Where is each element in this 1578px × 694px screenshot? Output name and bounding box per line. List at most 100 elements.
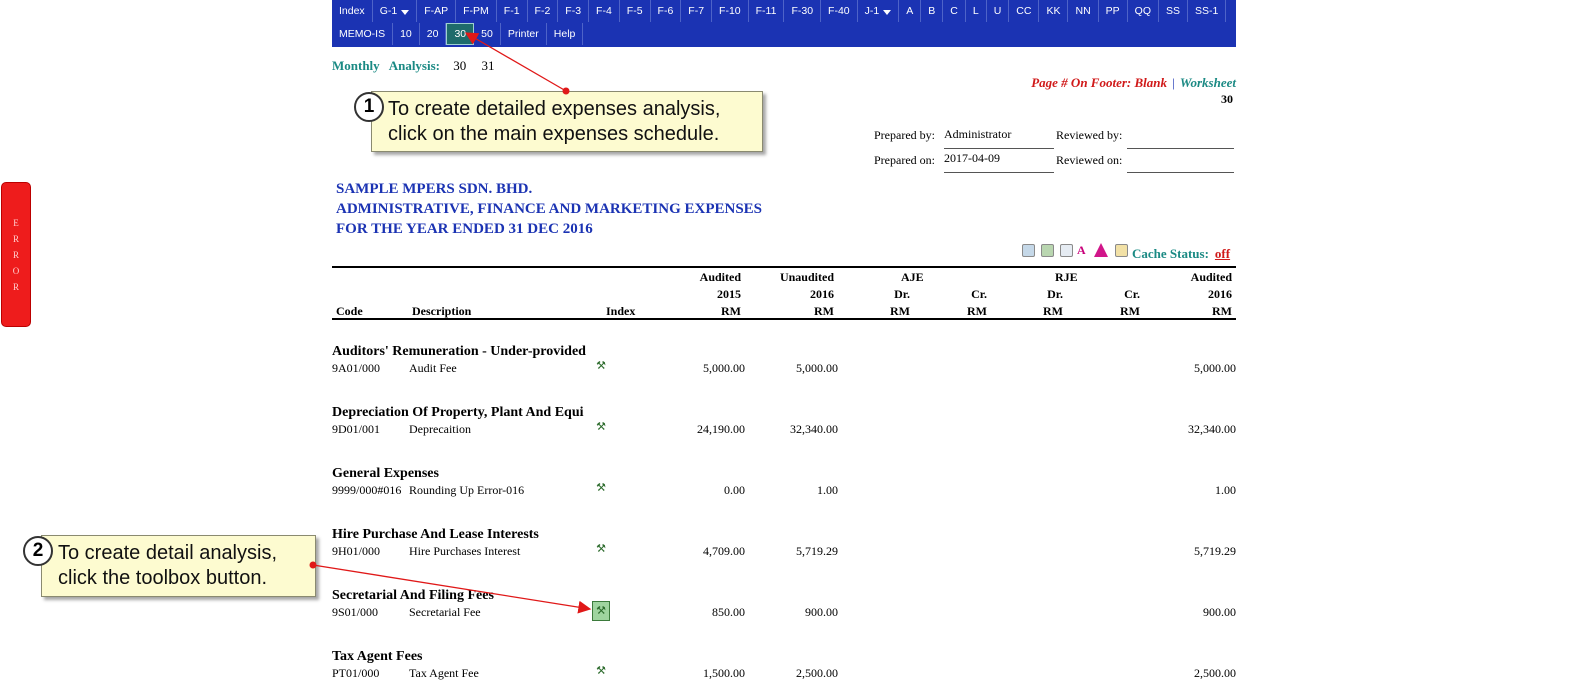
unaudited-2016-value: 1.00 [738, 483, 838, 498]
nav-item-label: G-1 [380, 4, 398, 19]
nav-tab-10[interactable]: 10 [393, 23, 420, 45]
audited-2015-value: 24,190.00 [645, 422, 745, 437]
nav-tab-a[interactable]: A [899, 0, 921, 22]
font-icon[interactable]: A [1077, 243, 1093, 258]
nav-tab-printer[interactable]: Printer [501, 23, 547, 45]
nav-tab-l[interactable]: L [966, 0, 987, 22]
toolbox-icon[interactable]: ⚒ [595, 665, 607, 677]
nav-tab-nn[interactable]: NN [1068, 0, 1098, 22]
reviewed-on-label: Reviewed on: [1056, 153, 1122, 168]
nav-tab-f-6[interactable]: F-6 [651, 0, 682, 22]
footer-note: Page # On Footer: Blank | Worksheet [1031, 75, 1236, 91]
nav-tab-50[interactable]: 50 [474, 23, 501, 45]
nav-row-secondary: MEMO-IS 10 20 30 50 Printer Help [332, 23, 583, 45]
nav-tab-u[interactable]: U [987, 0, 1010, 22]
nav-tab-kk[interactable]: KK [1039, 0, 1068, 22]
chart-icon[interactable] [1094, 243, 1108, 257]
col-header-audited-2016-l2: 2016 [1132, 287, 1232, 302]
toolbox-icon[interactable]: ⚒ [592, 601, 610, 621]
nav-tab-f-1[interactable]: F-1 [497, 0, 528, 22]
group-title[interactable]: Auditors' Remuneration - Under-provided [332, 344, 586, 360]
nav-item-label: MEMO-IS [339, 27, 385, 42]
audited-2015-value: 850.00 [645, 605, 745, 620]
group-title[interactable]: Depreciation Of Property, Plant And Equi [332, 405, 584, 421]
nav-tab-f-40[interactable]: F-40 [821, 0, 858, 22]
copy-icon[interactable] [1060, 244, 1073, 257]
nav-tab-c[interactable]: C [943, 0, 966, 22]
prepared-by-value[interactable]: Administrator [944, 127, 1054, 149]
nav-item-label: F-30 [791, 4, 813, 19]
nav-tab-b[interactable]: B [921, 0, 943, 22]
unaudited-2016-value: 32,340.00 [738, 422, 838, 437]
nav-tab-f-7[interactable]: F-7 [681, 0, 712, 22]
col-header-description: Description [412, 304, 471, 319]
reviewed-by-value[interactable] [1127, 127, 1234, 149]
nav-tab-index[interactable]: Index [332, 0, 373, 22]
worksheet-link[interactable]: Worksheet [1180, 75, 1236, 90]
col-header-aje: AJE [901, 270, 924, 285]
nav-row-primary: Index G-1 F-AP F-PM F-1 F-2 F-3 F-4 F-5 F-6 F-7 F-1… [332, 0, 1226, 22]
account-description: Secretarial Fee [409, 605, 481, 620]
nav-item-label: B [928, 4, 935, 19]
nav-item-label: A [906, 4, 913, 19]
nav-tab-f-2[interactable]: F-2 [528, 0, 559, 22]
group-title[interactable]: Hire Purchase And Lease Interests [332, 527, 539, 543]
nav-tab-f-ap[interactable]: F-AP [417, 0, 456, 22]
account-description: Audit Fee [409, 361, 457, 376]
col-header-audited-2015-l1: Audited [641, 270, 741, 285]
nav-tab-f-11[interactable]: F-11 [749, 0, 785, 22]
toolbox-icon[interactable]: ⚒ [595, 421, 607, 433]
audited-2015-value: 5,000.00 [645, 361, 745, 376]
callout-1: To create detailed expenses analysis, cl… [371, 91, 763, 152]
toolbox-icon[interactable]: ⚒ [595, 482, 607, 494]
nav-tab-memo-is[interactable]: MEMO-IS [332, 23, 393, 45]
nav-tab-pp[interactable]: PP [1099, 0, 1128, 22]
prepared-by-label: Prepared by: [874, 128, 935, 143]
nav-item-label: 20 [427, 27, 439, 42]
schedule-title[interactable]: ADMINISTRATIVE, FINANCE AND MARKETING EX… [336, 201, 762, 218]
nav-item-label: PP [1106, 4, 1120, 19]
nav-tab-20[interactable]: 20 [420, 23, 447, 45]
note-icon[interactable] [1115, 244, 1128, 257]
account-code: 9999/000#016 [332, 483, 401, 498]
print-icon[interactable] [1022, 244, 1035, 257]
error-letter: R [13, 250, 19, 260]
prepared-on-value[interactable]: 2017-04-09 [944, 151, 1054, 173]
monthly-link-30[interactable]: 30 [453, 58, 466, 73]
callout-2-line-1: To create detail analysis, [58, 541, 277, 565]
nav-tab-cc[interactable]: CC [1009, 0, 1039, 22]
toolbox-icon[interactable]: ⚒ [595, 543, 607, 555]
nav-item-label: F-5 [627, 4, 643, 19]
group-title[interactable]: General Expenses [332, 466, 439, 482]
col-header-rje: RJE [1055, 270, 1078, 285]
nav-tab-g-1[interactable]: G-1 [373, 0, 418, 22]
nav-item-label: F-7 [688, 4, 704, 19]
audited-2015-value: 1,500.00 [645, 666, 745, 681]
group-title[interactable]: Secretarial And Filing Fees [332, 588, 494, 604]
page-footer-setting[interactable]: Page # On Footer: Blank [1031, 75, 1167, 90]
nav-tab-f-30[interactable]: F-30 [784, 0, 821, 22]
nav-tab-f-pm[interactable]: F-PM [456, 0, 497, 22]
nav-tab-30[interactable]: 30 [446, 23, 474, 45]
nav-tab-help[interactable]: Help [547, 23, 584, 45]
export-icon[interactable] [1041, 244, 1054, 257]
cache-status-toggle[interactable]: off [1215, 246, 1230, 261]
cache-status-label: Cache Status: [1132, 246, 1209, 261]
reviewed-on-value[interactable] [1127, 151, 1234, 173]
nav-tab-qq[interactable]: QQ [1128, 0, 1159, 22]
nav-tab-f-4[interactable]: F-4 [589, 0, 620, 22]
step-2-badge: 2 [23, 536, 53, 566]
toolbox-icon[interactable]: ⚒ [595, 360, 607, 372]
nav-tab-f-10[interactable]: F-10 [712, 0, 749, 22]
nav-tab-j-1[interactable]: J-1 [858, 0, 900, 22]
monthly-link-31[interactable]: 31 [482, 58, 495, 73]
nav-tab-ss-1[interactable]: SS-1 [1188, 0, 1226, 22]
nav-tab-ss[interactable]: SS [1159, 0, 1188, 22]
audited-2016-value: 5,719.29 [1136, 544, 1236, 559]
nav-tab-f-5[interactable]: F-5 [620, 0, 651, 22]
nav-tab-f-3[interactable]: F-3 [558, 0, 589, 22]
group-title[interactable]: Tax Agent Fees [332, 649, 422, 665]
table-header-rule [332, 318, 1236, 320]
monthly-analysis-label: Monthly Analysis: [332, 58, 440, 73]
